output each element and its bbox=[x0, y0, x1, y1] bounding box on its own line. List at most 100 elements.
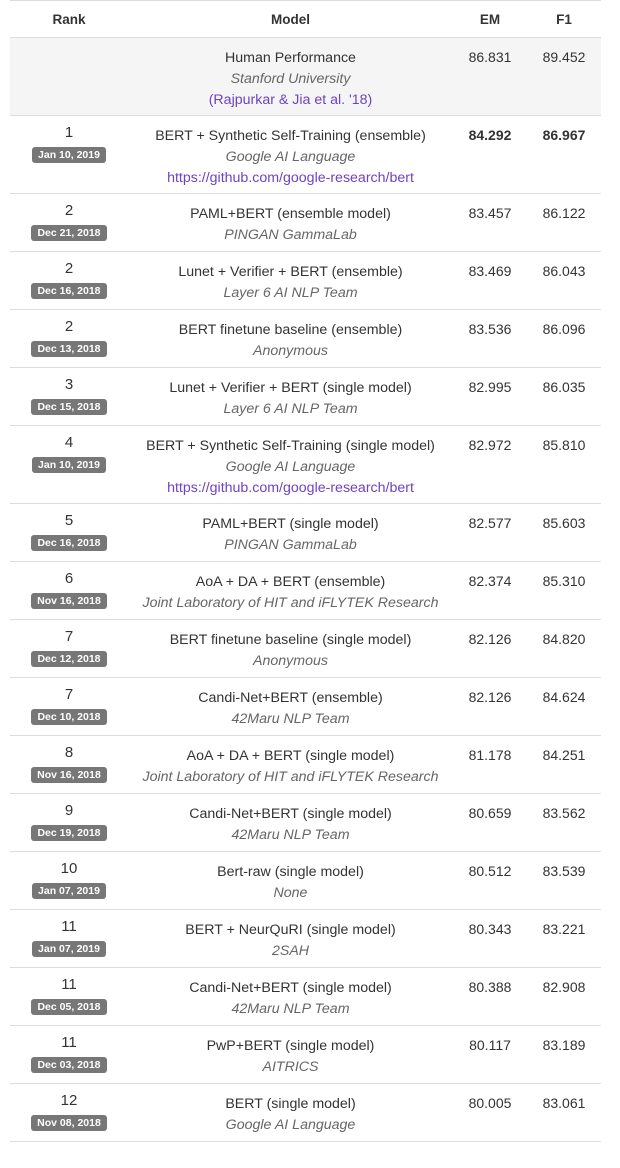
em-score: 80.343 bbox=[453, 909, 527, 968]
table-row-human-performance: Human Performance Stanford University (R… bbox=[10, 37, 601, 116]
model-name: BERT + NeurQuRI (single model) bbox=[185, 922, 396, 938]
model-name: Candi-Net+BERT (ensemble) bbox=[198, 690, 383, 706]
model-cell: BERT (single model) Google AI Language bbox=[128, 1083, 453, 1142]
f1-score: 82.908 bbox=[527, 967, 601, 1026]
date-badge: Jan 07, 2019 bbox=[32, 883, 106, 899]
model-cell: BERT finetune baseline (ensemble) Anonym… bbox=[128, 309, 453, 368]
organization: Google AI Language bbox=[225, 149, 356, 165]
rank-number: 2 bbox=[64, 202, 74, 219]
em-score: 82.374 bbox=[453, 561, 527, 620]
f1-column-header[interactable]: F1 bbox=[527, 0, 601, 38]
model-name: PwP+BERT (single model) bbox=[206, 1038, 375, 1054]
model-cell: Candi-Net+BERT (single model) 42Maru NLP… bbox=[128, 967, 453, 1026]
rank-cell: 2 Dec 21, 2018 bbox=[10, 193, 128, 252]
table-row: 8 Nov 16, 2018 AoA + DA + BERT (single m… bbox=[10, 735, 601, 794]
rank-number: 1 bbox=[64, 124, 74, 141]
leaderboard: Rank Model EM F1 Human Performance Stanf… bbox=[10, 0, 601, 1142]
rank-number: 11 bbox=[61, 976, 77, 993]
organization: Google AI Language bbox=[225, 459, 356, 475]
date-badge: Dec 16, 2018 bbox=[31, 535, 107, 551]
code-link[interactable]: https://github.com/google-research/bert bbox=[167, 170, 414, 186]
table-row: 10 Jan 07, 2019 Bert-raw (single model) … bbox=[10, 851, 601, 910]
em-score: 82.972 bbox=[453, 425, 527, 504]
em-column-header[interactable]: EM bbox=[453, 0, 527, 38]
rank-cell: 1 Jan 10, 2019 bbox=[10, 115, 128, 194]
organization: Layer 6 AI NLP Team bbox=[223, 401, 358, 417]
rank-cell: 2 Dec 13, 2018 bbox=[10, 309, 128, 368]
em-score: 86.831 bbox=[453, 37, 527, 116]
em-score: 82.995 bbox=[453, 367, 527, 426]
table-row: 6 Nov 16, 2018 AoA + DA + BERT (ensemble… bbox=[10, 561, 601, 620]
paper-link[interactable]: (Rajpurkar & Jia et al. '18) bbox=[208, 92, 373, 108]
model-name: PAML+BERT (ensemble model) bbox=[190, 206, 391, 222]
organization: Layer 6 AI NLP Team bbox=[223, 285, 358, 301]
rank-cell bbox=[10, 37, 128, 116]
date-badge: Dec 15, 2018 bbox=[31, 399, 107, 415]
leaderboard-table: Rank Model EM F1 Human Performance Stanf… bbox=[10, 0, 601, 1142]
rank-cell: 8 Nov 16, 2018 bbox=[10, 735, 128, 794]
f1-score: 83.061 bbox=[527, 1083, 601, 1142]
table-row: 12 Nov 08, 2018 BERT (single model) Goog… bbox=[10, 1083, 601, 1142]
rank-number: 12 bbox=[60, 1092, 78, 1109]
organization: Anonymous bbox=[253, 343, 328, 359]
model-name: Candi-Net+BERT (single model) bbox=[189, 806, 392, 822]
f1-score: 86.096 bbox=[527, 309, 601, 368]
rank-number: 11 bbox=[61, 918, 77, 935]
rank-cell: 11 Dec 03, 2018 bbox=[10, 1025, 128, 1084]
table-body: Human Performance Stanford University (R… bbox=[10, 37, 601, 1142]
model-cell: AoA + DA + BERT (ensemble) Joint Laborat… bbox=[128, 561, 453, 620]
f1-score: 86.967 bbox=[527, 115, 601, 194]
f1-score: 83.539 bbox=[527, 851, 601, 910]
model-cell: BERT + NeurQuRI (single model) 2SAH bbox=[128, 909, 453, 968]
code-link[interactable]: https://github.com/google-research/bert bbox=[167, 480, 414, 496]
model-column-header[interactable]: Model bbox=[128, 0, 453, 38]
f1-score: 83.562 bbox=[527, 793, 601, 852]
rank-number: 10 bbox=[60, 860, 78, 877]
date-badge: Jan 10, 2019 bbox=[32, 147, 106, 163]
model-cell: PAML+BERT (ensemble model) PINGAN GammaL… bbox=[128, 193, 453, 252]
model-name: Candi-Net+BERT (single model) bbox=[189, 980, 392, 996]
em-score: 82.577 bbox=[453, 503, 527, 562]
table-row: 9 Dec 19, 2018 Candi-Net+BERT (single mo… bbox=[10, 793, 601, 852]
table-row: 11 Dec 05, 2018 Candi-Net+BERT (single m… bbox=[10, 967, 601, 1026]
table-row: 7 Dec 12, 2018 BERT finetune baseline (s… bbox=[10, 619, 601, 678]
model-name: AoA + DA + BERT (single model) bbox=[186, 748, 395, 764]
table-row: 5 Dec 16, 2018 PAML+BERT (single model) … bbox=[10, 503, 601, 562]
model-cell: BERT finetune baseline (single model) An… bbox=[128, 619, 453, 678]
em-score: 81.178 bbox=[453, 735, 527, 794]
f1-score: 86.035 bbox=[527, 367, 601, 426]
em-score: 83.536 bbox=[453, 309, 527, 368]
f1-score: 84.624 bbox=[527, 677, 601, 736]
organization: 42Maru NLP Team bbox=[231, 827, 350, 843]
organization: AITRICS bbox=[262, 1059, 319, 1075]
organization: None bbox=[273, 885, 308, 901]
model-name: BERT finetune baseline (ensemble) bbox=[178, 322, 403, 338]
model-name: Bert-raw (single model) bbox=[217, 864, 364, 880]
model-name: BERT + Synthetic Self-Training (single m… bbox=[146, 438, 435, 454]
rank-cell: 12 Nov 08, 2018 bbox=[10, 1083, 128, 1142]
rank-number: 9 bbox=[64, 802, 74, 819]
model-name: Lunet + Verifier + BERT (ensemble) bbox=[178, 264, 403, 280]
date-badge: Jan 07, 2019 bbox=[32, 941, 106, 957]
em-score: 83.457 bbox=[453, 193, 527, 252]
model-cell: Human Performance Stanford University (R… bbox=[128, 37, 453, 116]
model-cell: BERT + Synthetic Self-Training (ensemble… bbox=[128, 115, 453, 194]
f1-score: 89.452 bbox=[527, 37, 601, 116]
model-cell: BERT + Synthetic Self-Training (single m… bbox=[128, 425, 453, 504]
em-score: 80.388 bbox=[453, 967, 527, 1026]
f1-score: 83.189 bbox=[527, 1025, 601, 1084]
table-row: 11 Jan 07, 2019 BERT + NeurQuRI (single … bbox=[10, 909, 601, 968]
model-cell: Lunet + Verifier + BERT (single model) L… bbox=[128, 367, 453, 426]
organization: PINGAN GammaLab bbox=[224, 537, 357, 553]
rank-column-header[interactable]: Rank bbox=[10, 0, 128, 38]
rank-number: 2 bbox=[64, 260, 74, 277]
table-row: 2 Dec 16, 2018 Lunet + Verifier + BERT (… bbox=[10, 251, 601, 310]
f1-score: 86.043 bbox=[527, 251, 601, 310]
f1-score: 85.603 bbox=[527, 503, 601, 562]
model-cell: Lunet + Verifier + BERT (ensemble) Layer… bbox=[128, 251, 453, 310]
table-row: 1 Jan 10, 2019 BERT + Synthetic Self-Tra… bbox=[10, 115, 601, 194]
rank-cell: 11 Dec 05, 2018 bbox=[10, 967, 128, 1026]
f1-score: 86.122 bbox=[527, 193, 601, 252]
rank-cell: 7 Dec 12, 2018 bbox=[10, 619, 128, 678]
organization: Stanford University bbox=[230, 71, 351, 87]
